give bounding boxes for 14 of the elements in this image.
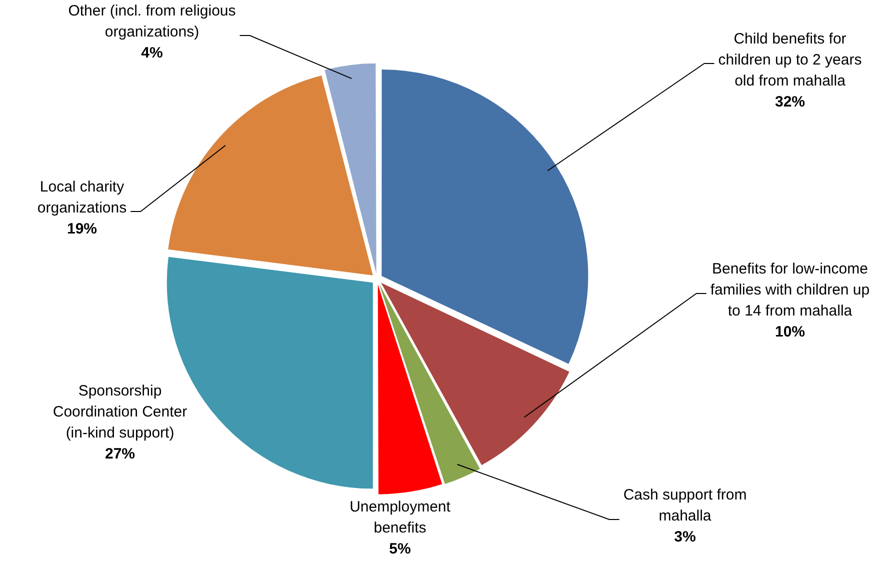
slice-label: Benefits for low-income families with children up to 14 from mahalla xyxy=(710,260,870,320)
slice-label: Child benefits for children up to 2 years old from mahalla xyxy=(718,30,862,90)
data-label: 32% xyxy=(774,94,806,111)
data-label: 19% xyxy=(66,220,98,238)
slice-label: Other (incl. from religious organizations) xyxy=(68,2,236,41)
data-label: 10% xyxy=(774,324,806,341)
data-label: 3% xyxy=(674,528,696,546)
data-label: 27% xyxy=(104,446,136,463)
slice-label: Cash support from mahalla xyxy=(623,486,747,525)
data-label: 4% xyxy=(141,44,163,62)
slice-label: Sponsorship Coordination Center (in-kind support) xyxy=(52,382,188,442)
slice-label: Local charity organizations xyxy=(37,178,127,217)
slice-label: Unemployment benefits xyxy=(350,498,452,537)
data-label: 5% xyxy=(389,540,411,558)
